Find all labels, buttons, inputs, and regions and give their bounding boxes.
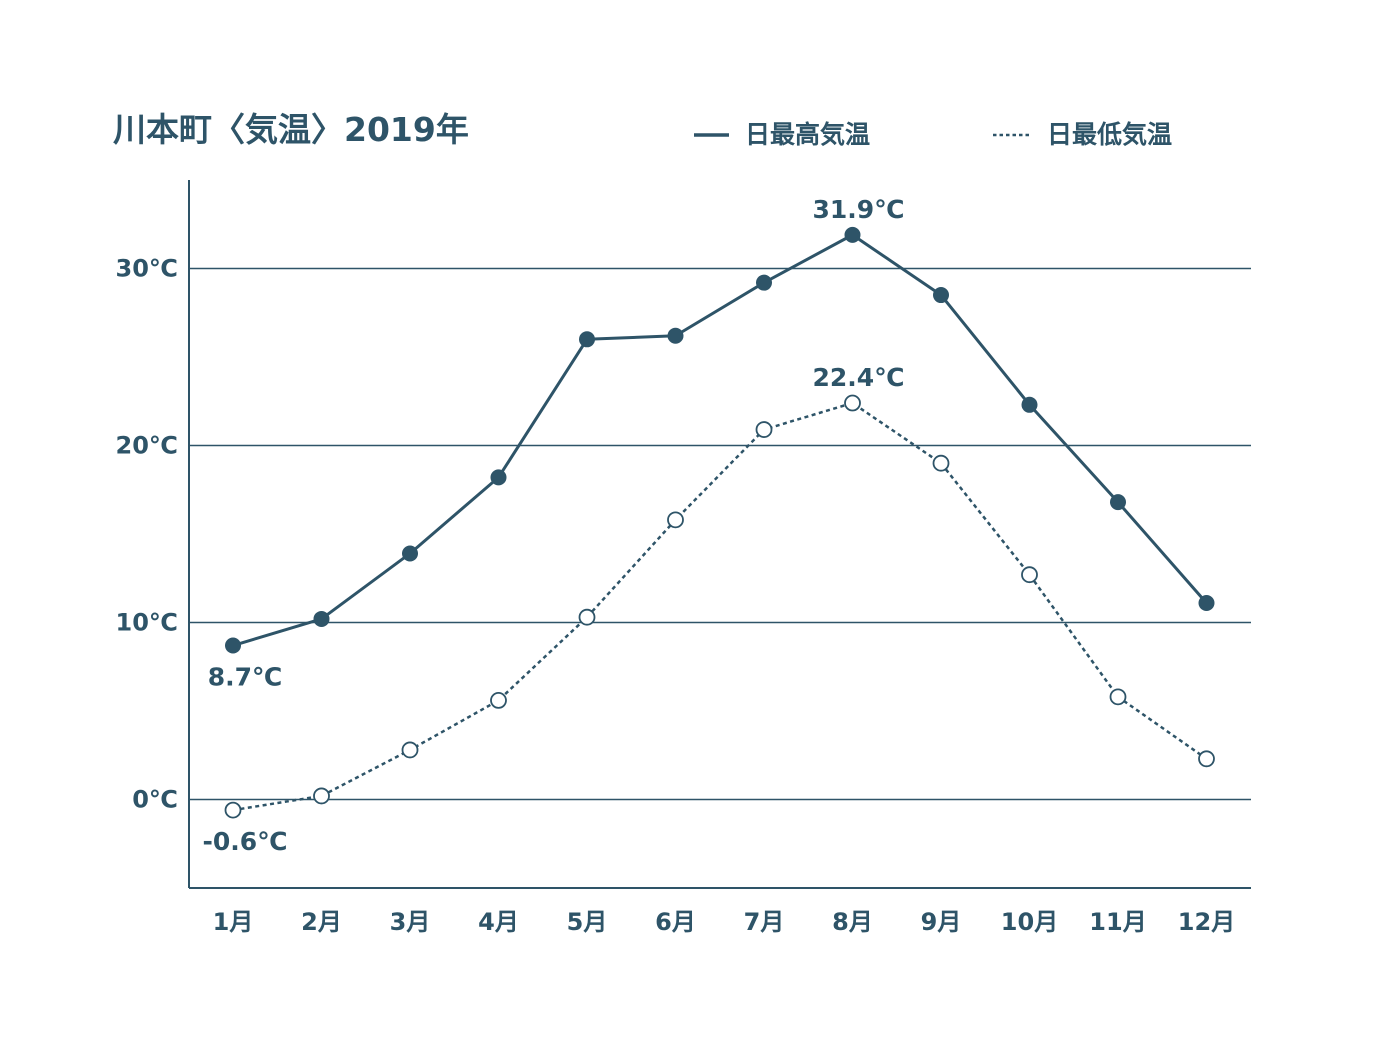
min-point-5 (578, 608, 596, 626)
x-axis-ticks: 1月 2月 3月 4月 5月 6月 7月 8月 9月 10月 11月 12月 (213, 908, 1236, 936)
max-point-8 (844, 226, 861, 243)
data-label-min-1: -0.6℃ (203, 827, 288, 856)
max-point-9 (933, 287, 949, 304)
legend-label-min: 日最低気温 (1047, 120, 1172, 149)
data-label-min-8: 22.4℃ (813, 363, 905, 392)
legend-label-max: 日最高気温 (745, 120, 870, 149)
max-point-3 (402, 545, 418, 562)
x-tick-label-10: 10月 (1001, 908, 1058, 936)
x-tick-label-12: 12月 (1178, 908, 1235, 936)
series-points (224, 226, 1215, 819)
y-tick-label-10: 10℃ (116, 609, 178, 637)
max-point-1 (225, 637, 241, 654)
series-line-max (232, 233, 1208, 647)
x-tick-label-7: 7月 (744, 908, 785, 936)
max-point-5 (579, 331, 595, 348)
min-point-6 (667, 511, 684, 529)
min-point-3 (401, 741, 419, 759)
max-point-11 (1110, 494, 1126, 511)
min-point-12 (1198, 750, 1215, 768)
x-tick-label-11: 11月 (1089, 908, 1146, 936)
y-tick-label-30: 30℃ (116, 255, 178, 283)
min-point-11 (1109, 688, 1127, 706)
min-point-9 (932, 454, 950, 472)
grid-lines (189, 267, 1251, 801)
x-tick-label-2: 2月 (301, 908, 342, 936)
y-tick-label-20: 20℃ (116, 432, 178, 460)
legend: 日最高気温 日最低気温 (694, 120, 1172, 149)
x-tick-label-5: 5月 (567, 908, 608, 936)
max-point-7 (756, 274, 772, 291)
x-tick-label-8: 8月 (832, 908, 873, 936)
max-point-10 (1021, 396, 1038, 413)
x-tick-label-4: 4月 (478, 908, 519, 936)
min-point-2 (313, 787, 330, 805)
x-tick-label-6: 6月 (655, 908, 696, 936)
y-axis-ticks: 0℃ 10℃ 20℃ 30℃ (116, 255, 178, 814)
max-point-4 (490, 469, 507, 486)
data-label-max-1: 8.7℃ (208, 663, 283, 692)
y-tick-label-0: 0℃ (132, 786, 178, 814)
data-label-max-8: 31.9℃ (813, 195, 905, 224)
data-annotations: 8.7℃ 31.9℃ -0.6℃ 22.4℃ (203, 195, 905, 856)
series-lines (232, 233, 1208, 812)
min-point-10 (1021, 566, 1038, 584)
min-point-1 (224, 801, 242, 819)
x-tick-label-3: 3月 (390, 908, 431, 936)
x-tick-label-1: 1月 (213, 908, 254, 936)
series-line-min (232, 401, 1208, 812)
axes (188, 180, 1251, 889)
min-point-7 (755, 421, 773, 438)
max-point-12 (1198, 595, 1215, 612)
min-point-8 (844, 394, 861, 412)
max-point-6 (667, 327, 684, 344)
chart-title: 川本町〈気温〉2019年 (113, 110, 469, 149)
min-point-4 (490, 691, 507, 709)
x-tick-label-9: 9月 (921, 908, 962, 936)
max-point-2 (313, 610, 330, 627)
